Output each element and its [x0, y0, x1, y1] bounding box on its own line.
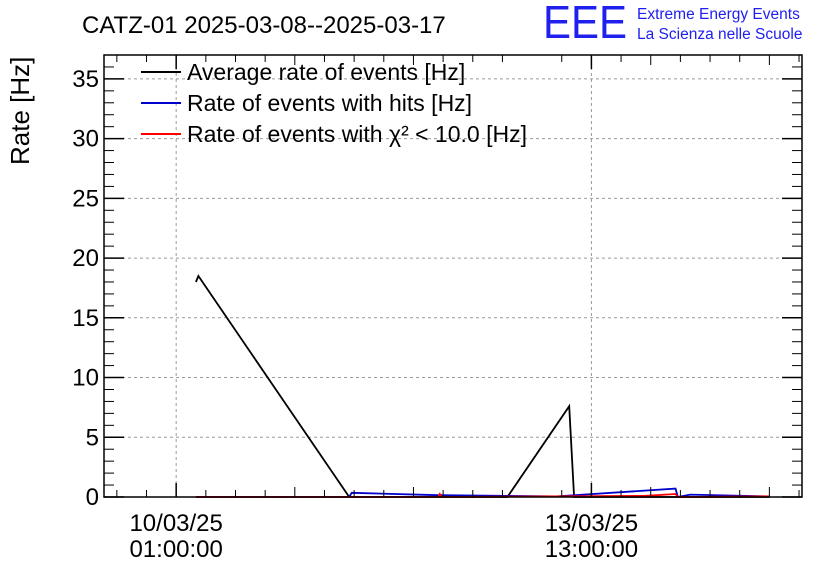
y-tick-label: 5	[86, 424, 99, 451]
y-tick-label: 0	[86, 484, 99, 511]
logo-mark: EEE	[543, 0, 627, 48]
x-tick-label-time: 01:00:00	[129, 536, 222, 563]
logo-line-2: La Scienza nelle Scuole	[637, 26, 802, 43]
legend-label: Rate of events with hits [Hz]	[187, 90, 472, 116]
grid-layer	[104, 55, 802, 497]
chart-title: CATZ-01 2025-03-08--2025-03-17	[82, 12, 446, 39]
x-tick-label-date: 10/03/25	[129, 510, 222, 537]
x-tick-label-time: 13:00:00	[545, 536, 638, 563]
plot-frame	[103, 54, 803, 498]
x-tick-label-date: 13/03/25	[545, 510, 638, 537]
legend-label: Average rate of events [Hz]	[187, 59, 465, 85]
y-tick-label: 10	[72, 365, 99, 392]
legend: Average rate of events [Hz] Rate of event…	[141, 59, 527, 147]
y-tick-label: 35	[72, 66, 99, 93]
y-tick-label: 20	[72, 245, 99, 272]
y-tick-label: 15	[72, 305, 99, 332]
y-axis-label: Rate [Hz]	[5, 57, 35, 165]
eee-logo: EEE Extreme Energy Events La Scienza nel…	[543, 0, 802, 48]
y-tick-label: 30	[72, 126, 99, 153]
y-tick-label: 25	[72, 185, 99, 212]
logo-line-1: Extreme Energy Events	[637, 6, 800, 23]
legend-label: Rate of events with χ² < 10.0 [Hz]	[187, 121, 527, 147]
